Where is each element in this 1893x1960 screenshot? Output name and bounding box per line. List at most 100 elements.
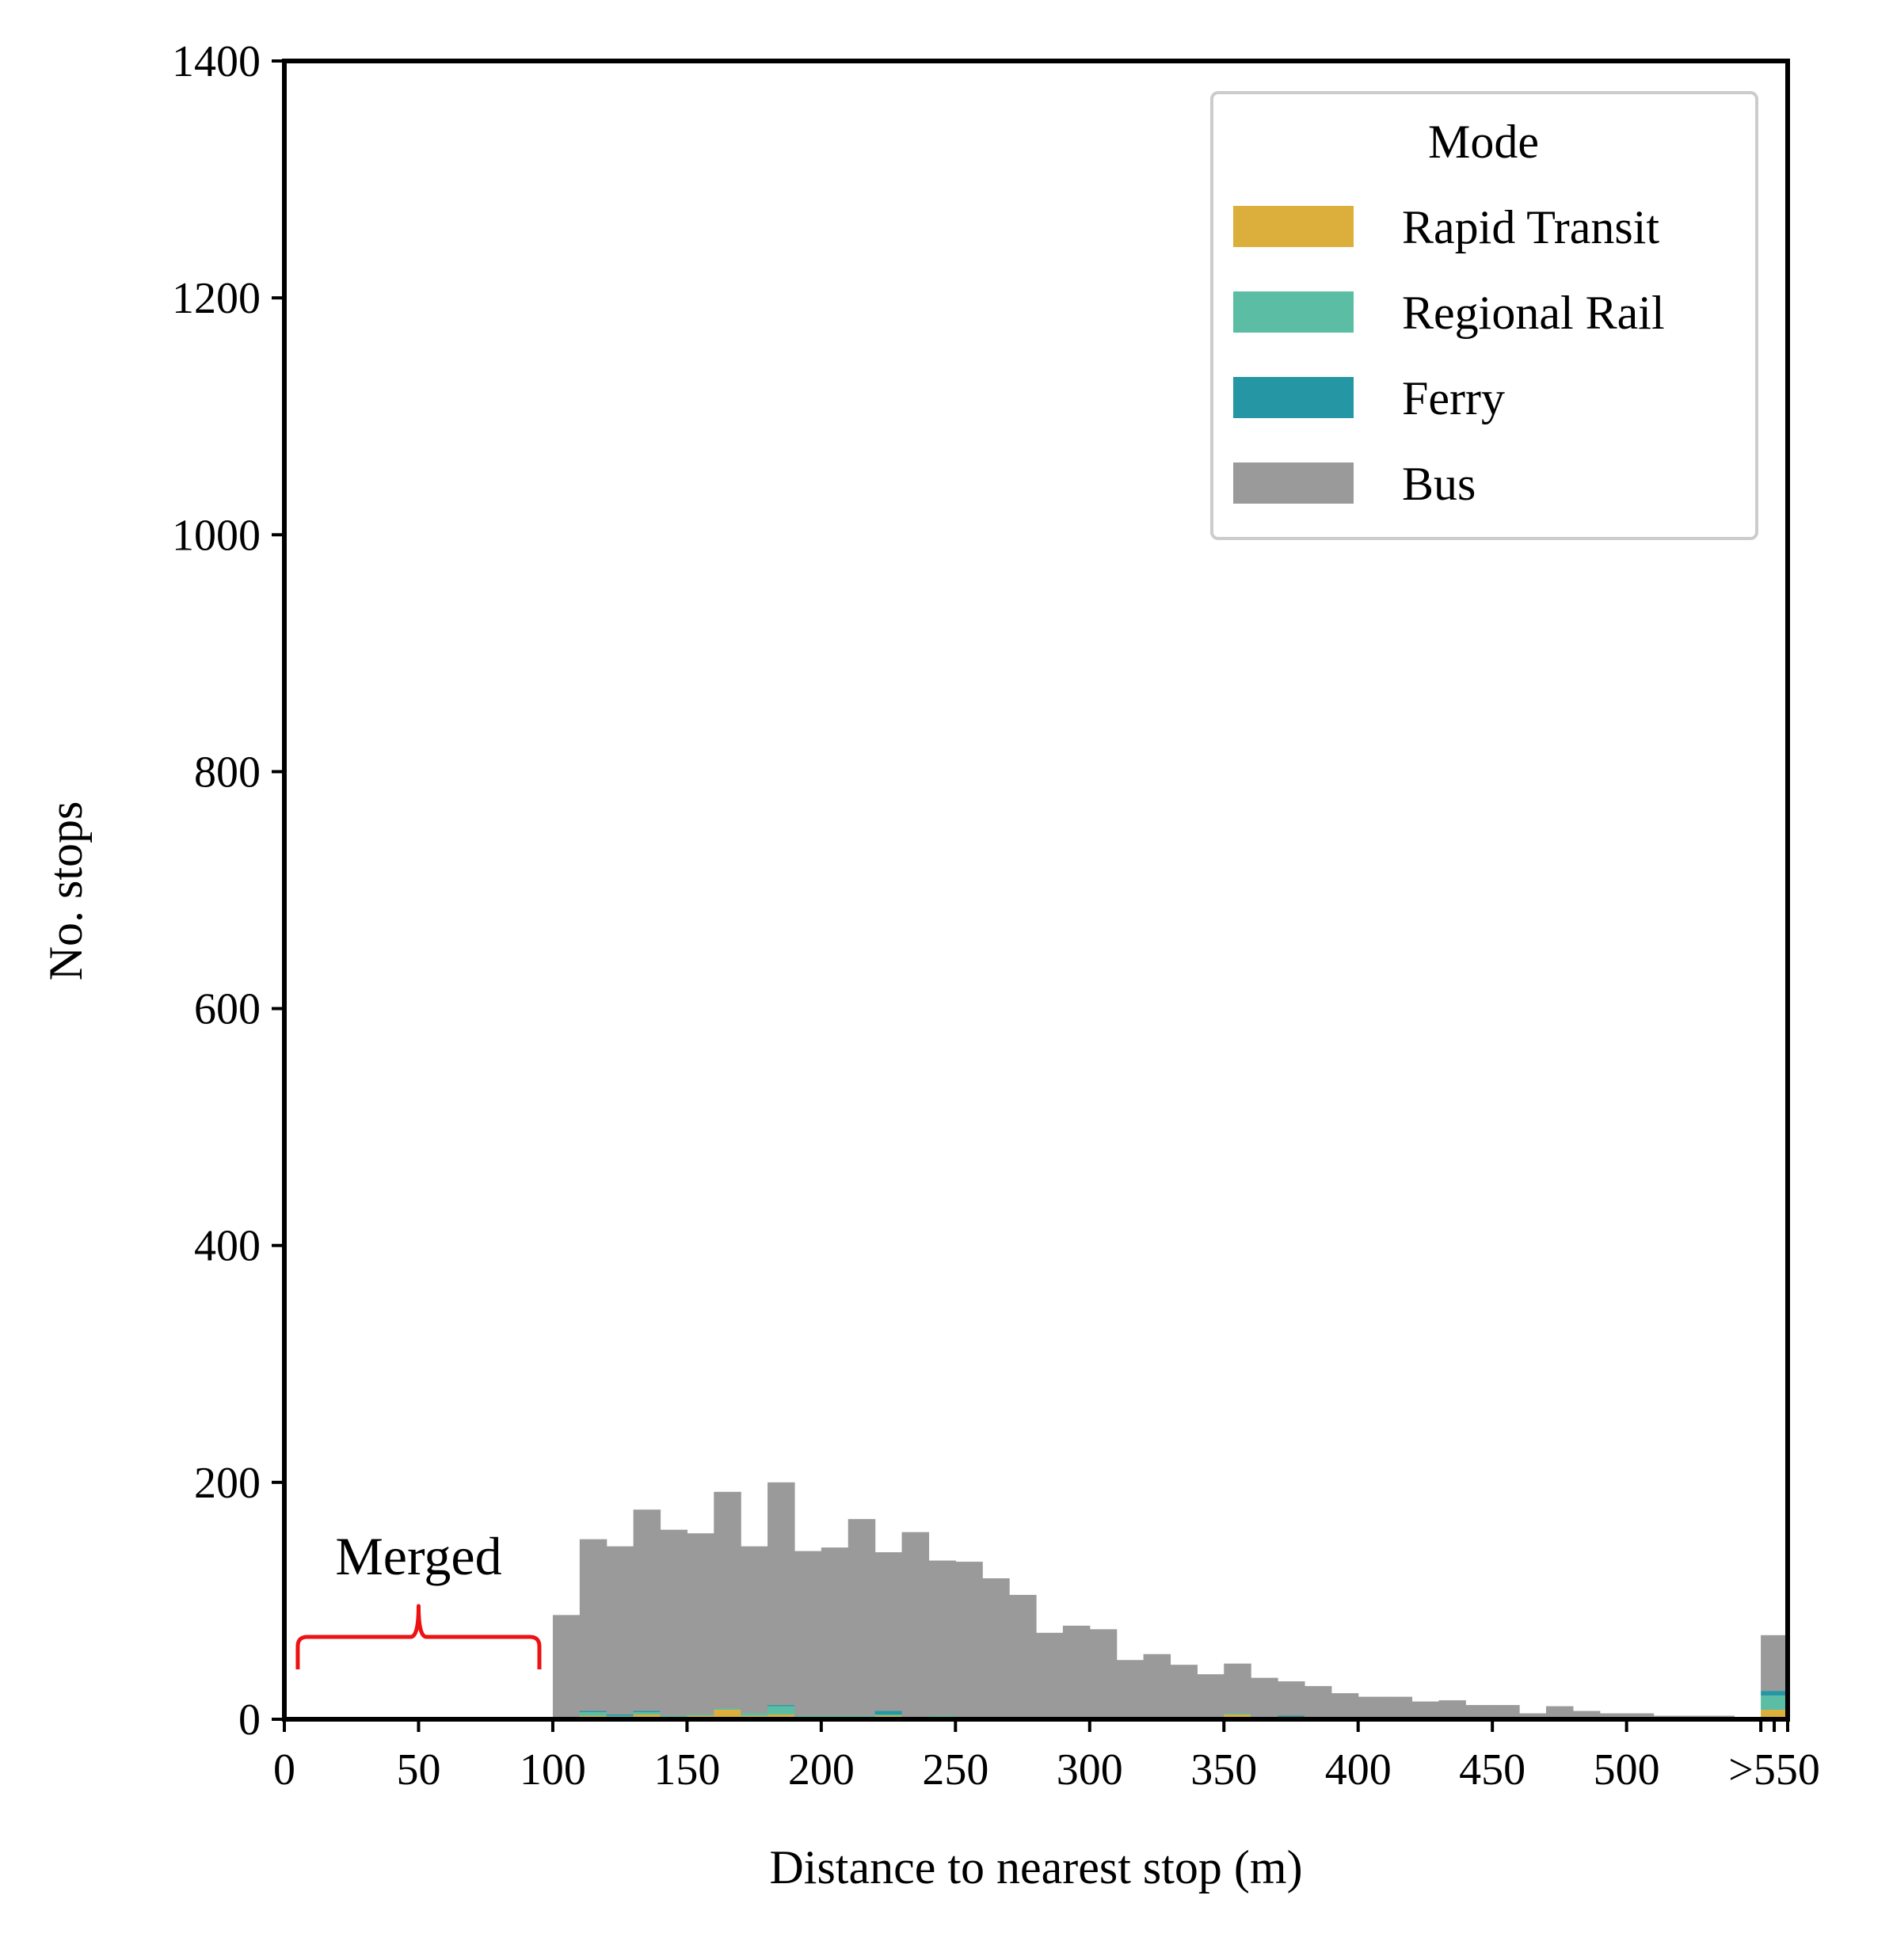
bar-bus-360 [1251,1677,1278,1718]
bar-regional-rail-110 [579,1712,608,1716]
legend-box [1210,91,1758,540]
x-tick-label: 400 [1325,1745,1392,1794]
y-tick-label: 1400 [172,37,261,86]
legend-swatch-bus [1233,462,1354,504]
bar-bus-240 [928,1560,956,1716]
bar-bus-130 [633,1509,661,1711]
y-tick-label: 600 [194,985,261,1034]
legend: Mode Rapid Transit Regional Rail Ferry Bus [1210,91,1758,540]
bar-bus-310 [1116,1660,1145,1718]
legend-label-regional-rail: Regional Rail [1402,287,1665,339]
bar-regional-rail-130 [633,1712,661,1715]
bar-bus-300 [1089,1629,1118,1718]
bar-bus-340 [1197,1674,1225,1718]
bar-bus-400 [1358,1696,1386,1719]
bar-rapid-transit-550 [1761,1710,1788,1719]
bar-bus-260 [982,1578,1010,1718]
bar-bus-190 [794,1551,822,1716]
bar-regional-rail-550 [1761,1695,1788,1711]
x-tick-label: 200 [788,1745,855,1794]
bar-bus-290 [1062,1625,1091,1718]
bar-bus-120 [606,1546,634,1715]
x-tick-label: 150 [653,1745,720,1794]
legend-items: Rapid Transit Regional Rail Ferry Bus [1233,201,1665,510]
bar-bus-110 [579,1539,608,1711]
x-tick-label: 450 [1459,1745,1525,1794]
merged-label: Merged [335,1526,501,1586]
bar-bus-480 [1572,1711,1601,1719]
plot-frame [282,59,1790,1722]
x-tick-label: 350 [1190,1745,1257,1794]
bar-regional-rail-160 [714,1708,741,1711]
bar-bus-450 [1492,1705,1520,1719]
y-tick-label: 1000 [172,511,261,560]
merged-annotation: Merged [295,1526,542,1669]
x-axis-title: Distance to nearest stop (m) [769,1841,1302,1893]
bar-bus-410 [1385,1696,1413,1719]
bar-rapid-transit-160 [714,1710,741,1719]
bar-regional-rail-200 [821,1715,849,1718]
legend-label-rapid-transit: Rapid Transit [1402,201,1659,253]
bar-bus-330 [1170,1665,1198,1718]
bar-bus-220 [874,1552,903,1711]
bar-ferry-220 [874,1711,903,1715]
bar-regional-rail-120 [606,1715,634,1718]
legend-swatch-ferry [1233,377,1354,418]
bar-regional-rail-210 [847,1715,876,1718]
bar-bus-280 [1036,1632,1064,1718]
bar-bus-460 [1519,1713,1547,1719]
merged-brace [295,1604,542,1669]
bar-regional-rail-350 [1224,1713,1251,1715]
bar-bus-170 [741,1546,768,1714]
legend-swatch-rapid-transit [1233,206,1354,247]
bar-bus-210 [847,1519,876,1716]
bar-bus-420 [1411,1701,1439,1719]
x-tick-label: >550 [1728,1745,1820,1794]
bar-bus-440 [1465,1705,1493,1719]
x-tick-label: 0 [273,1745,295,1794]
x-tick-label: 50 [396,1745,440,1794]
y-tick-label: 400 [194,1222,261,1271]
bar-regional-rail-140 [660,1715,687,1718]
bars-layer [552,1482,1788,1719]
bar-bus-430 [1438,1700,1466,1719]
bar-bus-380 [1304,1686,1332,1718]
legend-title: Mode [1428,116,1539,168]
bar-ferry-370 [1278,1715,1305,1718]
bar-bus-350 [1224,1663,1251,1714]
y-tick-label: 200 [194,1459,261,1508]
x-tick-label: 500 [1594,1745,1660,1794]
y-axis-ticks: 0 200 400 600 800 1000 1200 1400 [172,37,284,1745]
bar-bus-550 [1761,1635,1788,1692]
bar-bus-100 [552,1615,581,1718]
bar-bus-500 [1626,1713,1655,1719]
y-axis-title: No. stops [40,801,92,981]
bar-bus-160 [714,1491,741,1709]
bar-ferry-130 [633,1711,661,1713]
bar-bus-180 [767,1482,795,1706]
bar-bus-200 [821,1547,849,1716]
y-tick-label: 800 [194,748,261,797]
bar-bus-140 [660,1529,687,1716]
bar-regional-rail-170 [741,1713,768,1716]
bar-bus-390 [1331,1693,1359,1718]
x-tick-label: 250 [922,1745,988,1794]
legend-label-bus: Bus [1402,458,1476,510]
bar-bus-490 [1599,1713,1628,1719]
bar-bus-150 [687,1533,714,1715]
bar-regional-rail-190 [794,1715,822,1718]
legend-label-ferry: Ferry [1402,372,1505,424]
y-tick-label: 0 [238,1695,261,1745]
y-tick-label: 1200 [172,274,261,323]
bar-bus-270 [1009,1594,1037,1718]
bar-ferry-550 [1761,1691,1788,1696]
bar-bus-230 [901,1532,930,1718]
x-tick-label: 300 [1057,1745,1123,1794]
bar-regional-rail-180 [767,1706,795,1715]
bar-regional-rail-240 [928,1715,956,1718]
bar-bus-320 [1143,1654,1171,1718]
x-axis-ticks: 0 50 100 150 200 250 300 350 400 450 500 >550 [273,1719,1820,1794]
bar-bus-250 [955,1562,983,1718]
x-tick-label: 100 [520,1745,586,1794]
